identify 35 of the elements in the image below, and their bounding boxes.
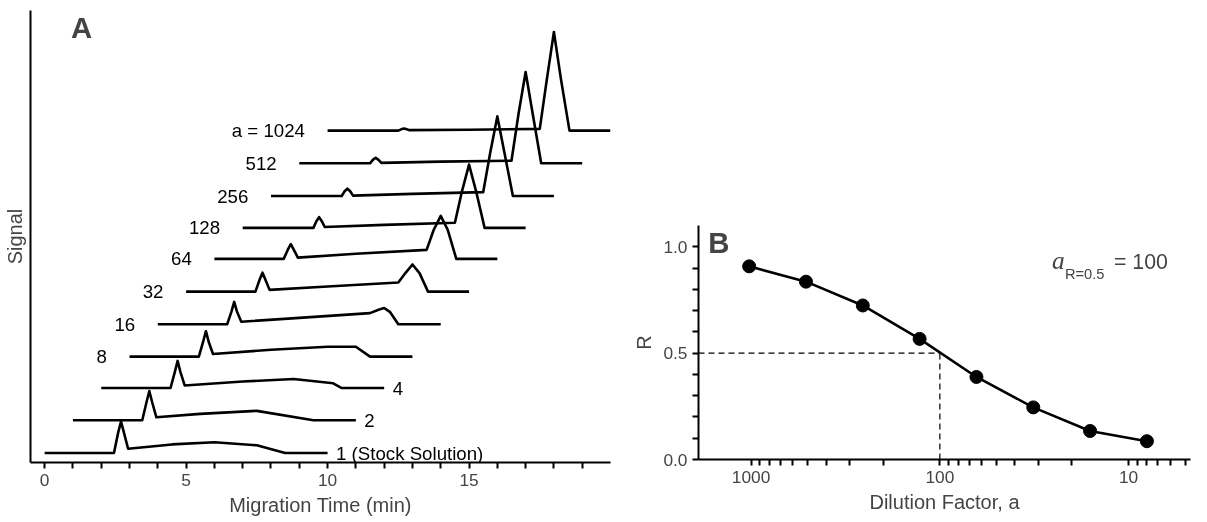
series-label: 256: [217, 185, 249, 207]
series-label: 1 (Stock Solution): [336, 442, 484, 464]
x-tick-label: 5: [181, 469, 191, 490]
series-label: 2: [364, 409, 375, 431]
point: [1083, 424, 1098, 438]
series-label: a = 1024: [231, 120, 305, 142]
x-tick-label: 100: [925, 466, 955, 487]
chart-title: A: [71, 10, 93, 44]
x-tick-label: 15: [459, 469, 479, 490]
series-label: 128: [188, 217, 221, 239]
x-tick-label: 1000: [731, 466, 771, 487]
series-label: 512: [245, 152, 277, 174]
x-axis-title: Dilution Factor, a: [869, 490, 1021, 513]
y-tick-label: 0.0: [663, 449, 688, 470]
x-tick-label: 10: [317, 469, 338, 490]
series-label: 8: [96, 346, 107, 368]
point: [969, 369, 984, 384]
point: [798, 274, 813, 289]
y-axis-title: Signal: [3, 208, 26, 265]
y-tick-label: 1.0: [663, 236, 688, 257]
point: [1139, 434, 1154, 449]
y-tick-label: 0.5: [663, 343, 688, 364]
point: [1026, 400, 1041, 415]
point: [855, 298, 870, 313]
x-axis-title: Migration Time (min): [229, 493, 412, 516]
series-label: 4: [392, 377, 404, 399]
point: [912, 331, 927, 346]
series-label: 16: [114, 313, 136, 335]
x-tick-label: 10: [1118, 466, 1139, 487]
series-label: 32: [142, 281, 164, 303]
chart-title: B: [708, 225, 730, 259]
x-tick-label: 0: [39, 469, 50, 490]
series-label: 64: [171, 248, 192, 270]
point: [742, 259, 757, 274]
y-axis-title: R: [633, 335, 656, 350]
